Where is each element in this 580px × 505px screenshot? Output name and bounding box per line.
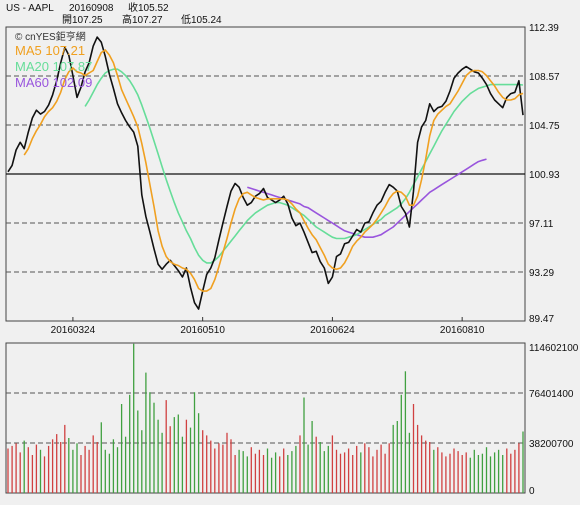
volume-panel-frame [5,342,526,494]
price-y-tick-1: 108.57 [529,72,560,83]
legend-item-1: MA20 107.87 [15,59,92,74]
price-x-ticks: 20160324 20160510 20160624 20160810 [51,317,485,336]
ma5-line [23,49,524,292]
price-y-tick-3: 100.93 [529,170,560,181]
price-line [7,36,524,310]
legend-item-0: MA5 107.21 [15,43,85,58]
volume-y-tick-1: 76401400 [529,389,574,400]
header-high: 高107.27 [122,13,163,26]
header-close: 收105.52 [128,1,169,14]
volume-bars [7,343,524,493]
price-y-tick-5: 93.29 [529,268,554,279]
volume-y-tick-2: 38200700 [529,439,574,450]
volume-y-tick-3: 0 [529,486,535,497]
price-y-tick-2: 104.75 [529,121,560,132]
volume-y-ticks: 114602100 76401400 38200700 0 [529,343,579,497]
volume-grid [6,392,525,444]
x-tick-label-2: 20160624 [310,325,355,336]
watermark: © cnYES鉅亨網 [15,30,86,43]
price-series [7,36,524,310]
price-y-ticks: 112.39 108.57 104.75 100.93 97.11 93.29 89.47 [529,23,560,325]
x-tick-label-0: 20160324 [51,325,96,336]
header-open: 開107.25 [62,14,103,26]
x-tick-label-3: 20160810 [440,325,485,336]
ma5-series [23,49,524,292]
price-grid [6,75,525,273]
ma20-series [84,68,524,264]
price-y-tick-4: 97.11 [529,219,554,230]
price-y-tick-6: 89.47 [529,314,554,325]
x-tick-label-1: 20160510 [180,325,225,336]
header-low: 低105.24 [181,13,222,26]
price-y-tick-0: 112.39 [529,23,559,34]
volume-y-tick-0: 114602100 [529,343,579,354]
ma20-line [84,68,524,264]
legend-item-2: MA60 102.09 [15,75,92,90]
header-date: 20160908 [69,3,114,14]
header-symbol: US - AAPL [6,3,54,14]
